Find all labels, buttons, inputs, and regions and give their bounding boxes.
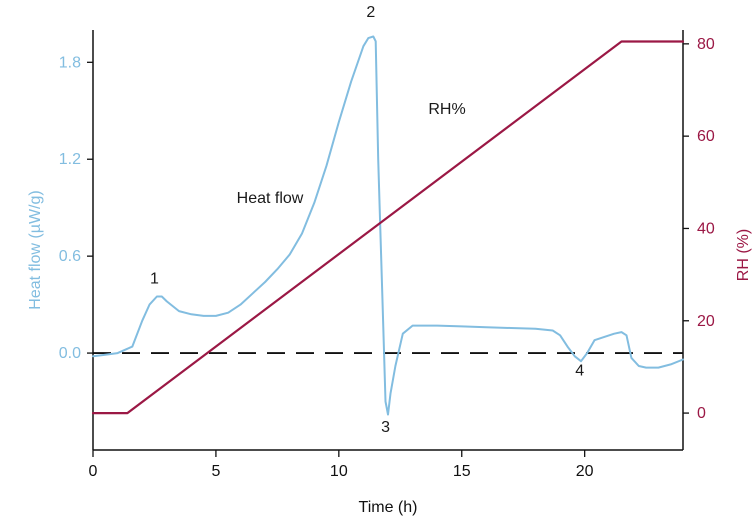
x-tick-label: 0 xyxy=(89,463,98,480)
y-right-tick-label: 20 xyxy=(697,313,715,330)
annotation-label: 1 xyxy=(150,271,159,288)
y-left-tick-label: 0.6 xyxy=(59,248,81,265)
annotation-label: RH% xyxy=(428,101,465,118)
annotation-label: Heat flow xyxy=(237,190,304,207)
y-right-axis-title: RH (%) xyxy=(735,229,752,281)
annotation-label: 2 xyxy=(366,4,375,21)
axes xyxy=(92,30,684,451)
x-tick-label: 15 xyxy=(453,463,471,480)
x-axis-title: Time (h) xyxy=(359,499,418,516)
annotation-label: 4 xyxy=(575,363,584,380)
ticks: 0 5 10 15 20 0.0 0.6 1.2 1.8 0 20 40 60 80 xyxy=(59,36,715,480)
y-right-tick-label: 40 xyxy=(697,220,715,237)
x-tick-label: 20 xyxy=(576,463,594,480)
plot-area xyxy=(91,35,685,416)
labels: Time (h) Heat flow (µW/g) RH (%) xyxy=(27,190,752,516)
y-left-tick-label: 1.8 xyxy=(59,54,81,71)
rh-line xyxy=(91,40,685,415)
y-left-axis-title: Heat flow (µW/g) xyxy=(27,190,44,309)
annotation-label: 3 xyxy=(381,419,390,436)
heat-flow-line xyxy=(92,35,684,416)
y-left-tick-label: 1.2 xyxy=(59,151,81,168)
y-right-tick-label: 0 xyxy=(697,405,706,422)
x-tick-label: 10 xyxy=(330,463,348,480)
y-right-tick-label: 60 xyxy=(697,128,715,145)
y-left-tick-label: 0.0 xyxy=(59,345,81,362)
y-right-tick-label: 80 xyxy=(697,36,715,53)
x-tick-label: 5 xyxy=(211,463,220,480)
annotations: 1 2 3 4 Heat flow RH% xyxy=(150,4,584,436)
